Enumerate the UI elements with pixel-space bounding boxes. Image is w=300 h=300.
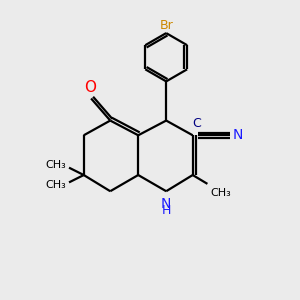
Text: N: N <box>233 128 243 142</box>
Text: C: C <box>192 117 201 130</box>
Text: CH₃: CH₃ <box>210 188 231 198</box>
Text: O: O <box>84 80 96 95</box>
Text: CH₃: CH₃ <box>45 160 66 170</box>
Text: N: N <box>161 196 171 211</box>
Text: H: H <box>161 205 171 218</box>
Text: Br: Br <box>159 19 173 32</box>
Text: CH₃: CH₃ <box>45 180 66 190</box>
